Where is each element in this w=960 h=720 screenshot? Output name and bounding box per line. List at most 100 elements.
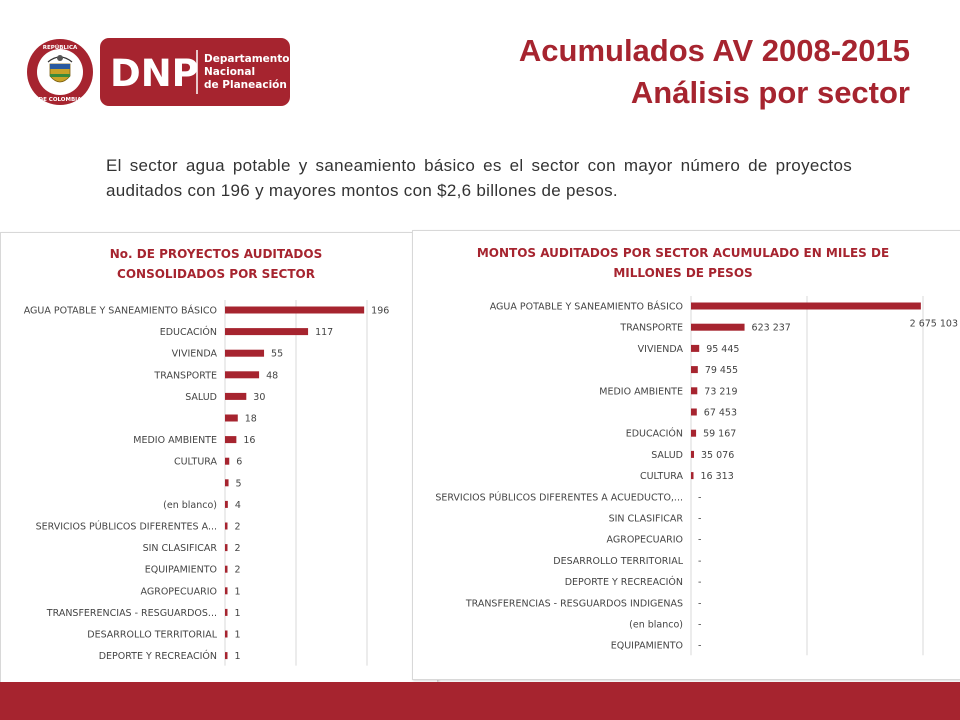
value-label: 55 xyxy=(271,349,283,360)
value-label: 5 xyxy=(236,478,242,489)
value-label: 67 453 xyxy=(704,408,737,419)
value-label: 35 076 xyxy=(701,450,734,461)
value-label: - xyxy=(698,620,701,631)
value-label: 30 xyxy=(253,392,265,403)
value-label: - xyxy=(698,556,701,567)
category-label: DESARROLLO TERRITORIAL xyxy=(553,556,683,567)
bar xyxy=(691,408,697,416)
bar xyxy=(225,500,228,508)
page-title: Acumulados AV 2008-2015 Análisis por sec… xyxy=(519,30,910,114)
category-label: SIN CLASIFICAR xyxy=(143,543,218,554)
bar xyxy=(225,544,228,552)
projects-chart-panel: No. DE PROYECTOS AUDITADOS CONSOLIDADOS … xyxy=(0,232,438,684)
category-label: DEPORTE Y RECREACIÓN xyxy=(99,650,217,662)
value-label: 6 xyxy=(236,457,242,468)
amounts-chart-title-line2: MILLONES DE PESOS xyxy=(613,266,753,280)
amounts-chart-title: MONTOS AUDITADOS POR SECTOR ACUMULADO EN… xyxy=(433,243,933,283)
value-label: 2 xyxy=(235,565,241,576)
bar xyxy=(225,522,228,530)
category-label: AGUA POTABLE Y SANEAMIENTO BÁSICO xyxy=(490,301,683,313)
value-label: 16 xyxy=(243,435,255,446)
bar xyxy=(691,472,694,480)
bar xyxy=(225,436,237,444)
category-label: AGROPECUARIO xyxy=(141,586,217,597)
bar xyxy=(225,457,230,465)
value-label: 48 xyxy=(266,370,278,381)
bar xyxy=(691,429,697,437)
value-label: 59 167 xyxy=(703,429,736,440)
value-label: 4 xyxy=(235,500,241,511)
value-label: 16 313 xyxy=(701,471,734,482)
bar xyxy=(691,366,698,374)
bar xyxy=(225,565,228,573)
value-label: 623 237 xyxy=(752,323,791,334)
bar xyxy=(691,387,698,395)
value-label: 2 xyxy=(235,543,241,554)
logo-name-line1: Departamento xyxy=(204,53,290,65)
category-label: (en blanco) xyxy=(163,500,217,511)
category-label: MEDIO AMBIENTE xyxy=(133,435,217,446)
category-label: CULTURA xyxy=(640,471,684,482)
value-label: 18 xyxy=(245,414,257,425)
projects-chart-title-line1: No. DE PROYECTOS AUDITADOS xyxy=(109,247,323,261)
bar xyxy=(225,652,228,660)
bar xyxy=(691,450,695,458)
category-label: CULTURA xyxy=(174,457,218,468)
projects-chart-title-line2: CONSOLIDADOS POR SECTOR xyxy=(117,267,315,281)
bar xyxy=(691,323,745,331)
value-label: 1 xyxy=(235,651,241,662)
bar xyxy=(225,587,228,595)
category-label: (en blanco) xyxy=(629,620,683,631)
category-label: AGUA POTABLE Y SANEAMIENTO BÁSICO xyxy=(24,305,217,317)
category-label: SIN CLASIFICAR xyxy=(609,514,684,525)
value-label: 2 675 103 xyxy=(910,319,958,330)
bar xyxy=(225,306,365,314)
bar xyxy=(225,608,228,616)
category-label: SALUD xyxy=(651,450,683,461)
value-label: 196 xyxy=(371,306,389,317)
category-label: EDUCACIÓN xyxy=(626,428,683,440)
value-label: 95 445 xyxy=(706,344,739,355)
value-label: - xyxy=(698,514,701,525)
projects-bar-chart: AGUA POTABLE Y SANEAMIENTO BÁSICO 196 EDUC… xyxy=(24,300,389,666)
value-label: - xyxy=(698,535,701,546)
coat-of-arms-icon xyxy=(47,55,73,83)
category-label: TRANSPORTE xyxy=(153,370,217,381)
value-label: - xyxy=(698,598,701,609)
projects-chart-title: No. DE PROYECTOS AUDITADOS CONSOLIDADOS … xyxy=(61,244,371,284)
bar xyxy=(225,392,247,400)
category-label: TRANSFERENCIAS - RESGUARDOS... xyxy=(46,608,217,619)
value-label: 1 xyxy=(235,586,241,597)
logo-name-line2: Nacional xyxy=(204,66,255,78)
bar xyxy=(225,349,265,357)
bar xyxy=(225,371,260,379)
bar xyxy=(225,414,238,422)
category-label: TRANSFERENCIAS - RESGUARDOS INDIGENAS xyxy=(465,598,683,609)
page-title-line1: Acumulados AV 2008-2015 xyxy=(518,33,910,68)
category-label: SERVICIOS PÚBLICOS DIFERENTES A ACUEDUCT… xyxy=(435,491,683,503)
bar xyxy=(691,302,921,310)
intro-text: El sector agua potable y saneamiento bás… xyxy=(106,156,852,200)
category-label: AGROPECUARIO xyxy=(607,535,683,546)
bar xyxy=(691,344,700,352)
category-label: TRANSPORTE xyxy=(619,323,683,334)
footer-band xyxy=(0,682,960,720)
value-label: - xyxy=(698,492,701,503)
value-label: 1 xyxy=(235,608,241,619)
dnp-logo: REPÚBLICA DE COLOMBIA DNP Departamento N… xyxy=(26,36,292,108)
seal-text-bottom: DE COLOMBIA xyxy=(39,97,83,103)
category-label: VIVIENDA xyxy=(172,349,218,360)
category-label: VIVIENDA xyxy=(638,344,684,355)
category-label: SALUD xyxy=(185,392,217,403)
value-label: 2 xyxy=(235,522,241,533)
amounts-chart-title-line1: MONTOS AUDITADOS POR SECTOR ACUMULADO EN… xyxy=(476,246,890,260)
amounts-chart-panel: MONTOS AUDITADOS POR SECTOR ACUMULADO EN… xyxy=(412,230,960,680)
category-label: MEDIO AMBIENTE xyxy=(599,386,683,397)
value-label: 117 xyxy=(315,327,333,338)
amounts-bar-chart: AGUA POTABLE Y SANEAMIENTO BÁSICO 2 675 1… xyxy=(435,296,958,656)
page-title-line2: Análisis por sector xyxy=(630,75,910,110)
value-label: 73 219 xyxy=(704,386,737,397)
logo-acronym: DNP xyxy=(110,52,199,95)
category-label: EQUIPAMIENTO xyxy=(611,641,683,652)
category-label: DESARROLLO TERRITORIAL xyxy=(87,630,217,641)
